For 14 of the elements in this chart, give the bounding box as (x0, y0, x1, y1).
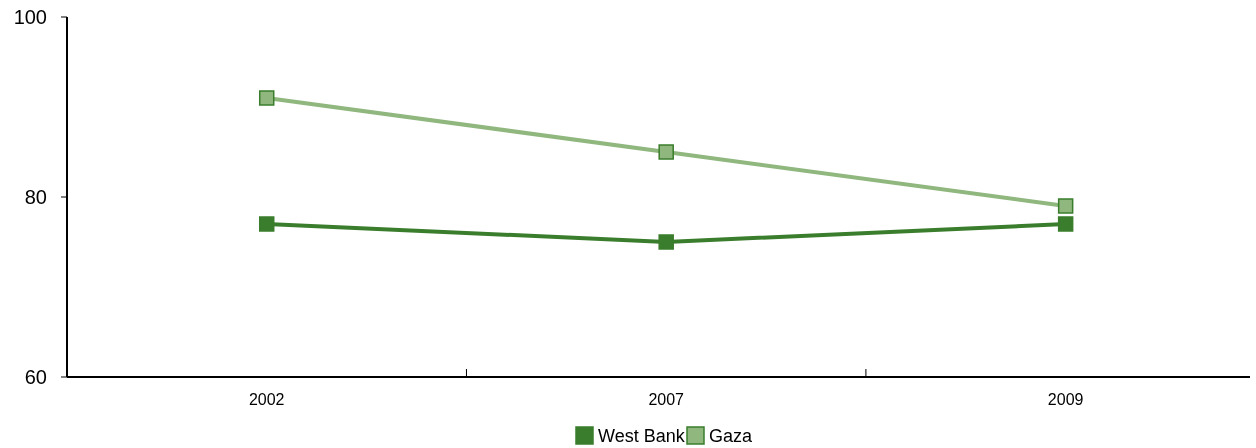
point (658, 234, 674, 250)
y-tick-label: 60 (24, 366, 47, 388)
point (658, 144, 674, 160)
point (258, 216, 275, 232)
x-tick-label: 2002 (248, 391, 285, 408)
point (1057, 198, 1074, 214)
y-tick-label: 100 (13, 6, 47, 28)
y-tick-label: 80 (24, 186, 47, 208)
point (258, 90, 275, 106)
legend-label: West Bank (598, 426, 686, 446)
legend-label: Gaza (709, 426, 754, 446)
point (1057, 216, 1074, 232)
x-tick-label: 2009 (1047, 391, 1084, 408)
x-tick-label: 2007 (648, 391, 685, 408)
